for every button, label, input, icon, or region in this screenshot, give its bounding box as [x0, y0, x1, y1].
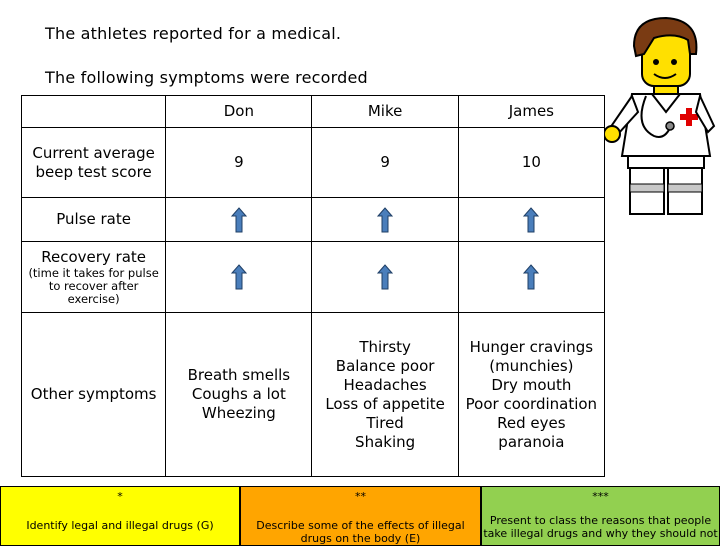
beep-test-label: Current average beep test score — [20, 127, 167, 198]
other-symptoms-label: Other symptoms — [20, 312, 167, 477]
header-james: James — [457, 95, 606, 128]
up-arrow-icon — [523, 206, 540, 232]
recovery-rate-row: Recovery rate (time it takes for pulse t… — [20, 241, 606, 313]
up-arrow-icon — [230, 264, 247, 290]
symptoms-james: Hunger cravings (munchies) Dry mouth Poo… — [457, 312, 606, 477]
beep-test-james: 10 — [457, 127, 606, 198]
medical-table: Don Mike James Current average beep test… — [20, 95, 606, 477]
symptoms-mike: Thirsty Balance poor Headaches Loss of a… — [311, 312, 459, 477]
objective-text: Describe some of the effects of illegal … — [256, 519, 465, 545]
objective-stars: *** — [592, 490, 609, 503]
symptoms-don: Breath smells Coughs a lot Wheezing — [165, 312, 313, 477]
recovery-rate-label-cell: Recovery rate (time it takes for pulse t… — [20, 241, 167, 313]
objective-silver: ** Describe some of the effects of illeg… — [240, 486, 481, 546]
beep-test-mike: 9 — [311, 127, 459, 198]
other-symptoms-row: Other symptoms Breath smells Coughs a lo… — [20, 312, 606, 477]
objective-stars: * — [117, 490, 123, 503]
pulse-rate-don — [165, 197, 313, 242]
recovery-rate-label: Recovery rate — [41, 248, 147, 266]
objective-text: Present to class the reasons that people… — [483, 514, 718, 540]
objective-text: Identify legal and illegal drugs (G) — [26, 519, 214, 532]
recovery-rate-sublabel: (time it takes for pulse to recover afte… — [28, 266, 159, 306]
header-row: Don Mike James — [20, 95, 606, 128]
header-don: Don — [165, 95, 313, 128]
objective-gold: *** Present to class the reasons that pe… — [481, 486, 720, 546]
intro-line-2: The following symptoms were recorded — [45, 68, 368, 87]
intro-line-1: The athletes reported for a medical. — [45, 24, 342, 43]
recovery-rate-don — [165, 241, 313, 313]
up-arrow-icon — [377, 206, 394, 232]
up-arrow-icon — [523, 264, 540, 290]
beep-test-row: Current average beep test score 9 9 10 — [20, 127, 606, 198]
header-cell-empty — [20, 95, 167, 128]
recovery-rate-james — [457, 241, 606, 313]
objective-stars: ** — [355, 490, 366, 503]
recovery-rate-mike — [311, 241, 459, 313]
up-arrow-icon — [230, 206, 247, 232]
pulse-rate-label: Pulse rate — [20, 197, 167, 242]
lego-doctor-figure-icon — [604, 16, 716, 215]
header-mike: Mike — [311, 95, 459, 128]
pulse-rate-row: Pulse rate — [20, 197, 606, 242]
up-arrow-icon — [377, 264, 394, 290]
beep-test-don: 9 — [165, 127, 313, 198]
pulse-rate-james — [457, 197, 606, 242]
pulse-rate-mike — [311, 197, 459, 242]
objective-bronze: * Identify legal and illegal drugs (G) — [0, 486, 240, 546]
